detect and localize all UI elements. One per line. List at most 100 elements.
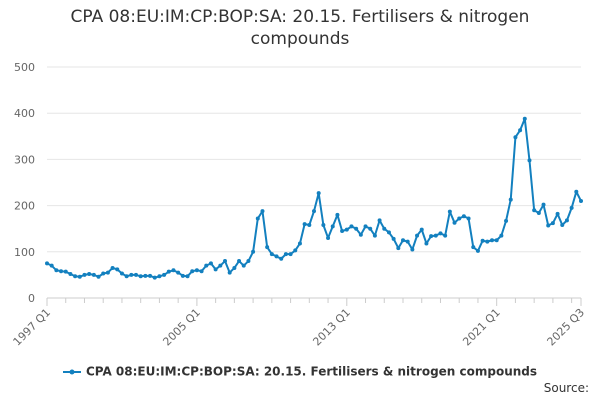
data-point[interactable]: [443, 233, 448, 238]
data-point[interactable]: [227, 270, 232, 275]
data-point[interactable]: [330, 224, 335, 229]
data-point[interactable]: [447, 209, 452, 214]
data-point[interactable]: [513, 135, 518, 140]
data-point[interactable]: [541, 202, 546, 207]
data-point[interactable]: [293, 248, 298, 253]
data-point[interactable]: [485, 239, 490, 244]
data-point[interactable]: [518, 128, 523, 133]
data-point[interactable]: [110, 265, 115, 270]
data-point[interactable]: [508, 197, 513, 202]
data-point[interactable]: [532, 208, 537, 213]
data-point[interactable]: [349, 224, 354, 229]
data-point[interactable]: [63, 269, 68, 274]
data-point[interactable]: [204, 263, 209, 268]
data-point[interactable]: [564, 218, 569, 223]
data-point[interactable]: [199, 269, 204, 274]
data-point[interactable]: [391, 236, 396, 241]
data-point[interactable]: [87, 271, 92, 276]
data-point[interactable]: [522, 116, 527, 121]
data-point[interactable]: [162, 272, 167, 277]
data-point[interactable]: [438, 231, 443, 236]
data-point[interactable]: [77, 274, 82, 279]
data-point[interactable]: [176, 270, 181, 275]
data-point[interactable]: [354, 226, 359, 231]
data-point[interactable]: [429, 234, 434, 239]
data-point[interactable]: [171, 268, 176, 273]
data-point[interactable]: [550, 221, 555, 226]
data-point[interactable]: [536, 210, 541, 215]
data-point[interactable]: [49, 263, 54, 268]
data-point[interactable]: [555, 211, 560, 216]
data-point[interactable]: [138, 274, 143, 279]
data-point[interactable]: [218, 263, 223, 268]
data-point[interactable]: [255, 216, 260, 221]
data-point[interactable]: [246, 259, 251, 264]
data-point[interactable]: [288, 252, 293, 257]
data-point[interactable]: [68, 271, 73, 276]
data-point[interactable]: [368, 226, 373, 231]
data-point[interactable]: [480, 238, 485, 243]
data-point[interactable]: [372, 233, 377, 238]
data-point[interactable]: [490, 238, 494, 243]
data-point[interactable]: [382, 226, 387, 231]
data-point[interactable]: [461, 214, 466, 219]
data-point[interactable]: [129, 272, 134, 277]
data-point[interactable]: [134, 272, 138, 277]
data-point[interactable]: [59, 269, 64, 274]
data-point[interactable]: [424, 241, 429, 246]
data-point[interactable]: [340, 229, 345, 234]
data-point[interactable]: [316, 191, 321, 196]
data-point[interactable]: [457, 216, 462, 221]
data-point[interactable]: [283, 252, 288, 257]
data-point[interactable]: [527, 158, 532, 163]
data-point[interactable]: [185, 274, 190, 279]
data-point[interactable]: [274, 254, 279, 259]
data-point[interactable]: [504, 218, 509, 223]
data-point[interactable]: [237, 259, 242, 264]
data-point[interactable]: [546, 223, 551, 228]
data-point[interactable]: [499, 233, 504, 238]
data-point[interactable]: [560, 223, 565, 228]
data-point[interactable]: [452, 220, 457, 225]
data-point[interactable]: [396, 246, 401, 251]
data-point[interactable]: [260, 209, 265, 214]
data-point[interactable]: [180, 273, 185, 278]
data-point[interactable]: [269, 252, 274, 257]
data-point[interactable]: [190, 269, 195, 274]
data-point[interactable]: [415, 233, 420, 238]
data-point[interactable]: [96, 274, 101, 279]
data-point[interactable]: [45, 261, 49, 266]
data-point[interactable]: [213, 267, 218, 272]
data-point[interactable]: [307, 223, 312, 228]
data-point[interactable]: [82, 272, 87, 277]
data-point[interactable]: [297, 241, 302, 246]
data-point[interactable]: [466, 216, 471, 221]
data-point[interactable]: [335, 212, 340, 217]
data-point[interactable]: [115, 267, 120, 272]
legend[interactable]: CPA 08:EU:IM:CP:BOP:SA: 20.15. Fertilise…: [0, 364, 600, 379]
data-point[interactable]: [471, 245, 476, 250]
data-point[interactable]: [73, 274, 78, 279]
data-point[interactable]: [579, 198, 583, 203]
data-point[interactable]: [232, 265, 237, 270]
data-point[interactable]: [265, 245, 270, 250]
data-point[interactable]: [91, 272, 96, 277]
data-point[interactable]: [152, 275, 157, 280]
data-point[interactable]: [419, 227, 424, 232]
data-point[interactable]: [358, 232, 363, 237]
data-point[interactable]: [574, 189, 579, 194]
data-point[interactable]: [194, 268, 199, 273]
data-point[interactable]: [166, 269, 171, 274]
data-point[interactable]: [279, 256, 284, 261]
data-point[interactable]: [405, 239, 410, 244]
data-point[interactable]: [312, 209, 316, 214]
data-point[interactable]: [208, 261, 213, 266]
data-point[interactable]: [326, 235, 331, 240]
data-point[interactable]: [157, 274, 162, 279]
data-point[interactable]: [54, 268, 59, 273]
data-point[interactable]: [386, 230, 391, 235]
data-point[interactable]: [410, 247, 415, 252]
data-point[interactable]: [124, 274, 129, 279]
data-point[interactable]: [433, 233, 438, 238]
data-point[interactable]: [475, 248, 480, 253]
